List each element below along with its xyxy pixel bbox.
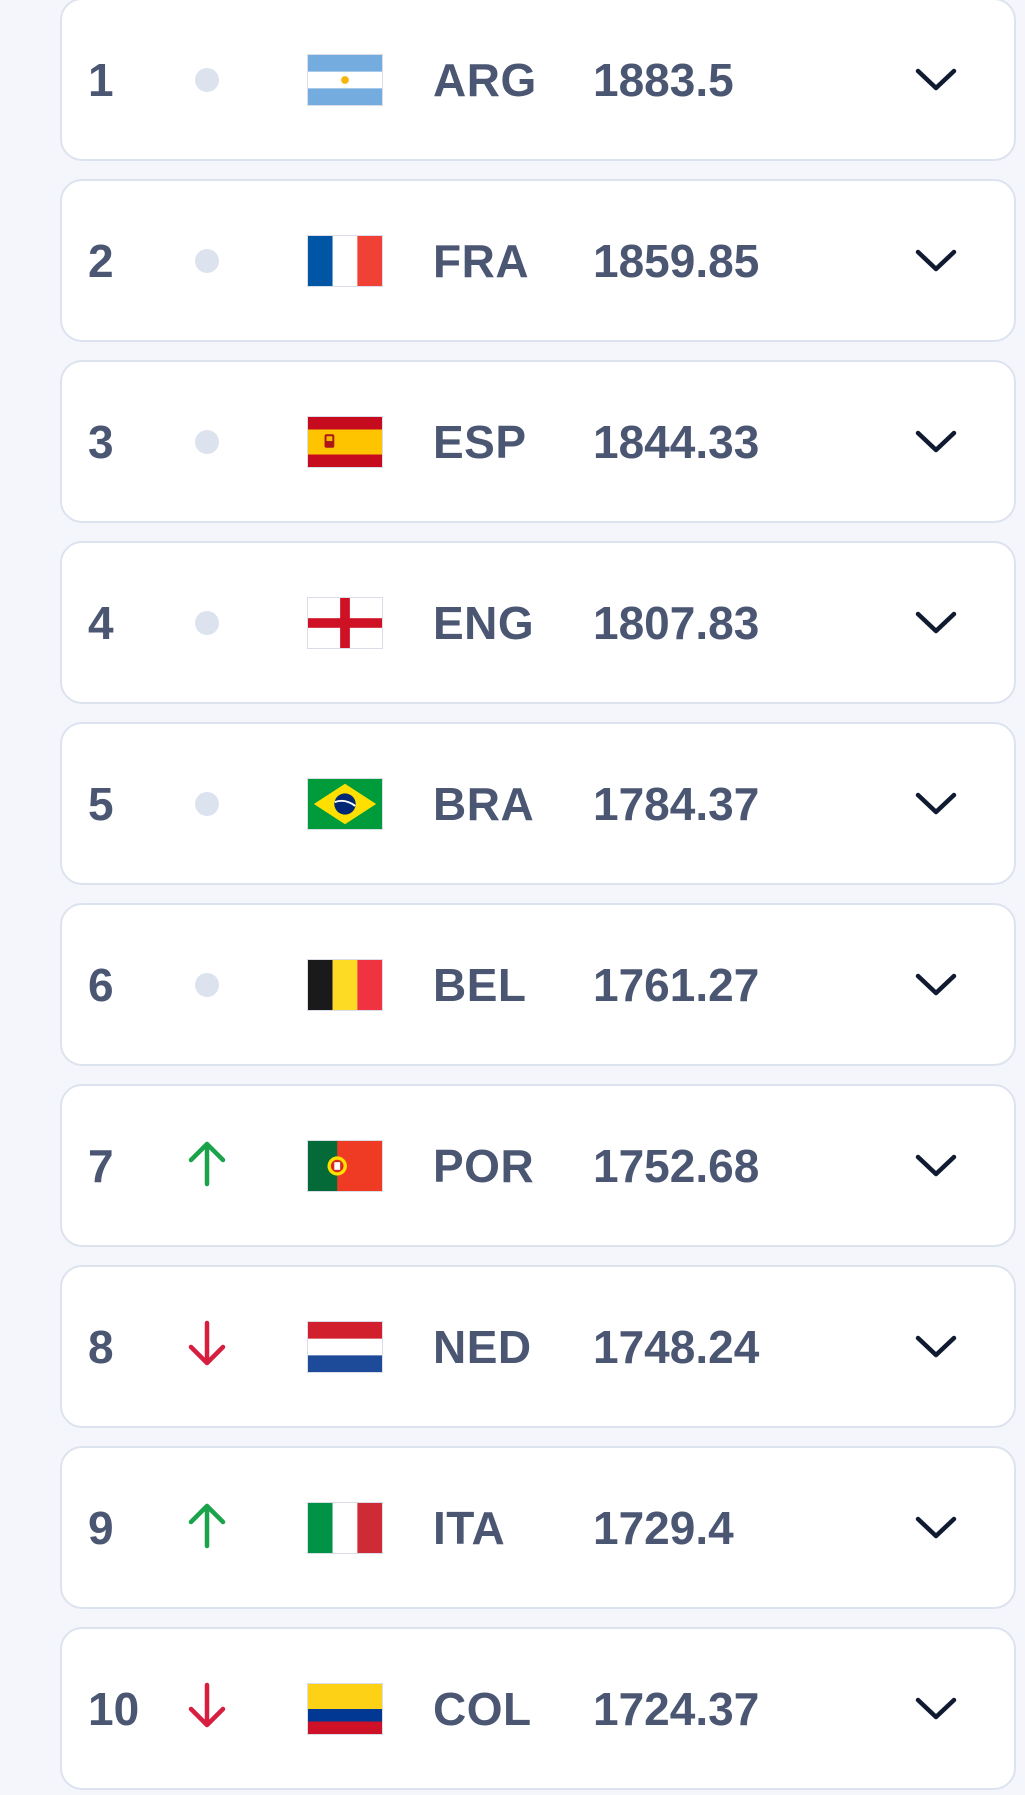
ranking-row-arg[interactable]: 1 ARG 1883.5 [60,0,1016,161]
trend-indicator [182,779,232,829]
expand-button[interactable] [908,1138,964,1194]
ranking-row-bel[interactable]: 6 BEL 1761.27 [60,903,1016,1066]
ranking-row-bra[interactable]: 5 BRA 1784.37 [60,722,1016,885]
chevron-down-icon [915,611,957,633]
flag-bra [307,777,383,830]
rank-number: 5 [88,777,114,830]
expand-button[interactable] [908,957,964,1013]
arrow-up-icon [185,1500,229,1555]
chevron-down-icon [915,1697,957,1719]
arrow-up-icon [185,1138,229,1193]
country-code: BEL [433,958,527,1011]
country-code: POR [433,1139,535,1192]
country-code: COL [433,1682,532,1735]
ranking-points: 1748.24 [593,1320,760,1373]
chevron-down-icon [915,249,957,271]
rank-number: 8 [88,1320,114,1373]
chevron-down-icon [915,1154,957,1176]
ranking-points: 1761.27 [593,958,760,1011]
flag-ita [307,1501,383,1554]
ranking-row-esp[interactable]: 3 ESP 1844.33 [60,360,1016,523]
flag-col [307,1682,383,1735]
trend-indicator [182,236,232,286]
country-code: ENG [433,596,535,649]
expand-button[interactable] [908,1500,964,1556]
ranking-points: 1729.4 [593,1501,734,1554]
expand-button[interactable] [908,595,964,651]
trend-indicator [182,1319,232,1374]
no-change-dot [195,972,219,997]
rank-number: 2 [88,234,114,287]
chevron-down-icon [915,68,957,90]
expand-button[interactable] [908,52,964,108]
chevron-down-icon [915,1335,957,1357]
arrow-down-icon [185,1681,229,1736]
chevron-down-icon [915,973,957,995]
expand-button[interactable] [908,233,964,289]
flag-esp [307,415,383,468]
ranking-row-por[interactable]: 7 POR 1752.68 [60,1084,1016,1247]
rank-number: 9 [88,1501,114,1554]
ranking-row-ita[interactable]: 9 ITA 1729.4 [60,1446,1016,1609]
country-code: ITA [433,1501,506,1554]
no-change-dot [195,791,219,816]
country-code: ARG [433,53,537,106]
ranking-points: 1784.37 [593,777,760,830]
country-code: FRA [433,234,530,287]
ranking-row-fra[interactable]: 2 FRA 1859.85 [60,179,1016,342]
expand-button[interactable] [908,1681,964,1737]
rank-number: 1 [88,53,114,106]
chevron-down-icon [915,1516,957,1538]
expand-button[interactable] [908,414,964,470]
ranking-points: 1752.68 [593,1139,760,1192]
no-change-dot [195,429,219,454]
flag-ned [307,1320,383,1373]
rank-number: 6 [88,958,114,1011]
flag-fra [307,234,383,287]
ranking-points: 1807.83 [593,596,760,649]
ranking-row-ned[interactable]: 8 NED 1748.24 [60,1265,1016,1428]
no-change-dot [195,610,219,635]
rank-number: 7 [88,1139,114,1192]
rank-number: 4 [88,596,114,649]
flag-bel [307,958,383,1011]
ranking-points: 1859.85 [593,234,760,287]
arrow-down-icon [185,1319,229,1374]
rank-number: 10 [88,1682,140,1735]
trend-indicator [182,1141,232,1191]
chevron-down-icon [915,430,957,452]
flag-eng [307,596,383,649]
rank-number: 3 [88,415,114,468]
ranking-points: 1883.5 [593,53,734,106]
trend-indicator [182,55,232,105]
expand-button[interactable] [908,1319,964,1375]
flag-por [307,1139,383,1192]
no-change-dot [195,248,219,273]
ranking-points: 1844.33 [593,415,760,468]
trend-indicator [182,1681,232,1736]
country-code: NED [433,1320,532,1373]
trend-indicator [182,417,232,467]
country-code: ESP [433,415,527,468]
trend-indicator [182,960,232,1010]
no-change-dot [195,67,219,92]
trend-indicator [182,598,232,648]
country-code: BRA [433,777,535,830]
flag-arg [307,53,383,106]
trend-indicator [182,1503,232,1553]
ranking-row-col[interactable]: 10 COL 1724.37 [60,1627,1016,1790]
ranking-points: 1724.37 [593,1682,760,1735]
chevron-down-icon [915,792,957,814]
expand-button[interactable] [908,776,964,832]
ranking-row-eng[interactable]: 4 ENG 1807.83 [60,541,1016,704]
